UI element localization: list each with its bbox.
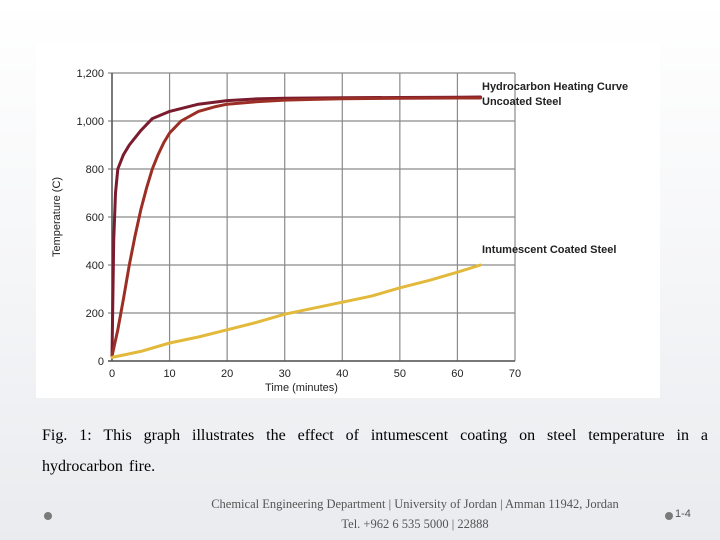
slide-number: 1-4 <box>675 508 691 520</box>
footer-left-dot <box>44 512 52 520</box>
x-tick-label: 20 <box>221 368 233 380</box>
figure-caption: Fig. 1: This graph illustrates the effec… <box>42 427 708 475</box>
y-tick-label: 800 <box>86 164 104 176</box>
x-axis-title: Time (minutes) <box>265 382 338 394</box>
hydrocarbon-heating-curve-label: Hydrocarbon Heating Curve <box>482 81 628 93</box>
footer: Chemical Engineering Department | Univer… <box>170 494 660 534</box>
x-tick-label: 40 <box>336 368 348 380</box>
x-tick-label: 10 <box>163 368 175 380</box>
y-tick-label: 400 <box>86 260 104 272</box>
y-tick-label: 0 <box>98 356 104 368</box>
intumescent-coated-steel-line <box>110 263 482 359</box>
chart-panel: 0 10 20 30 40 50 60 70 0 200 400 600 800 1,000 1,200 Ti… <box>36 43 660 398</box>
y-axis-title: Temperature (C) <box>51 177 63 257</box>
x-tick-label: 50 <box>394 368 406 380</box>
y-tick-label: 200 <box>86 308 104 320</box>
intumescent-coated-steel-label: Intumescent Coated Steel <box>482 244 616 256</box>
uncoated-steel-line <box>110 96 482 358</box>
footer-right-dot <box>665 512 673 520</box>
footer-line-1: Chemical Engineering Department | Univer… <box>211 497 619 511</box>
y-tick-label: 600 <box>86 212 104 224</box>
uncoated-steel-label: Uncoated Steel <box>482 96 561 108</box>
y-tick-label: 1,000 <box>76 116 104 128</box>
temperature-chart: 0 10 20 30 40 50 60 70 0 200 400 600 800 1,000 1,200 Ti… <box>51 68 628 394</box>
x-tick-label: 0 <box>109 368 115 380</box>
x-tick-label: 70 <box>509 368 521 380</box>
y-tick-label: 1,200 <box>76 68 104 80</box>
x-tick-label: 30 <box>279 368 291 380</box>
footer-line-2: Tel. +962 6 535 5000 | 22888 <box>341 517 489 531</box>
x-tick-label: 60 <box>451 368 463 380</box>
